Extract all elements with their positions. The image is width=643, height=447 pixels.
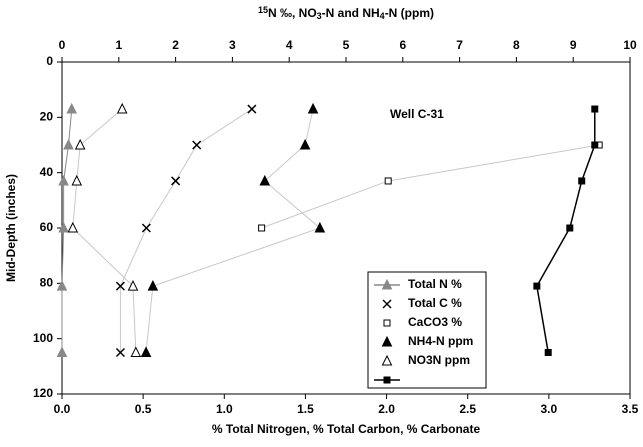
x-tick-label: 1.5 [297, 402, 314, 416]
x2-title-part: -N and NH [322, 6, 380, 20]
marker [67, 221, 79, 233]
marker [307, 102, 319, 114]
marker [74, 138, 86, 150]
x2-title-part: 3 [317, 11, 322, 21]
legend-label: Total C % [408, 296, 462, 310]
x2-title-part: N ‰, NO [268, 6, 317, 20]
x2-tick-label: 8 [513, 38, 520, 52]
marker [71, 174, 83, 186]
x2-title-part: -N (ppm) [385, 6, 434, 20]
marker [382, 299, 392, 309]
marker [591, 105, 599, 113]
legend-label: Total N % [408, 277, 462, 291]
marker [544, 349, 552, 356]
x2-tick-label: 5 [343, 38, 350, 52]
x-tick-label: 3.0 [541, 402, 558, 416]
marker [381, 354, 393, 366]
marker [58, 221, 69, 233]
marker [127, 279, 139, 291]
legend-label: CaCO3 % [408, 315, 462, 329]
marker [566, 224, 574, 232]
x-tick-label: 3.5 [622, 402, 639, 416]
x-axis-title: % Total Nitrogen, % Total Carbon, % Carb… [212, 422, 481, 436]
x2-tick-label: 0 [59, 38, 66, 52]
x-tick-label: 0.0 [54, 402, 71, 416]
x2-axis-title: 15N ‰, NO3-N and NH4-N (ppm) [258, 5, 434, 21]
x2-tick-label: 2 [172, 38, 179, 52]
x-tick-label: 1.0 [216, 402, 233, 416]
series-line [72, 108, 137, 353]
marker [115, 347, 125, 358]
y-tick-label: 40 [40, 165, 54, 179]
marker [381, 335, 393, 347]
x2-tick-label: 9 [570, 38, 577, 52]
legend: Total N % Total C % CaCO3 % NH4-N ppm NO3N p… [367, 271, 487, 389]
series-line [536, 109, 596, 353]
legend-label: NH4-N ppm [408, 334, 473, 348]
y-tick-label: 100 [33, 331, 53, 345]
legend-label: NO3N ppm [408, 353, 470, 367]
marker [383, 319, 391, 327]
x2-tick-label: 6 [399, 38, 406, 52]
marker [247, 104, 257, 114]
marker [314, 221, 326, 233]
marker [533, 282, 541, 290]
x2-tick-label: 3 [229, 38, 236, 52]
marker [383, 376, 391, 384]
marker [381, 278, 393, 290]
series-line [61, 108, 73, 353]
marker [140, 346, 152, 357]
marker [258, 224, 266, 232]
marker [192, 140, 202, 150]
marker [299, 138, 311, 150]
x2-tick-label: 7 [456, 38, 463, 52]
x-tick-label: 0.5 [135, 402, 152, 416]
y-tick-label: 0 [46, 54, 53, 68]
marker [130, 346, 142, 357]
y-tick-label: 80 [40, 276, 54, 290]
series-line [119, 108, 253, 353]
marker [578, 177, 586, 185]
marker [56, 346, 68, 357]
marker [56, 279, 68, 291]
marker [116, 102, 128, 114]
x-tick-label: 2.0 [378, 402, 395, 416]
series-line [261, 144, 600, 229]
marker [66, 102, 78, 114]
legend-box [367, 271, 487, 389]
marker [591, 141, 599, 149]
marker [259, 174, 271, 186]
y-tick-label: 20 [40, 110, 54, 124]
marker [63, 138, 74, 150]
x2-tick-label: 4 [286, 38, 293, 52]
marker [58, 174, 69, 186]
marker [141, 223, 151, 233]
y-axis-title: Mid-Depth (inches) [4, 174, 18, 282]
y-tick-label: 120 [33, 386, 53, 400]
y-tick-label: 60 [40, 220, 54, 234]
x2-tick-label: 1 [115, 38, 122, 52]
marker [171, 176, 181, 186]
annotation: Well C-31 [390, 107, 444, 121]
marker [147, 279, 159, 291]
marker [115, 281, 125, 291]
x2-title-part: 4 [380, 11, 385, 21]
series-line [145, 108, 321, 353]
x2-title-part: 15 [258, 5, 268, 15]
x-tick-label: 2.5 [459, 402, 476, 416]
marker [384, 177, 392, 185]
x2-tick-label: 10 [623, 38, 637, 52]
